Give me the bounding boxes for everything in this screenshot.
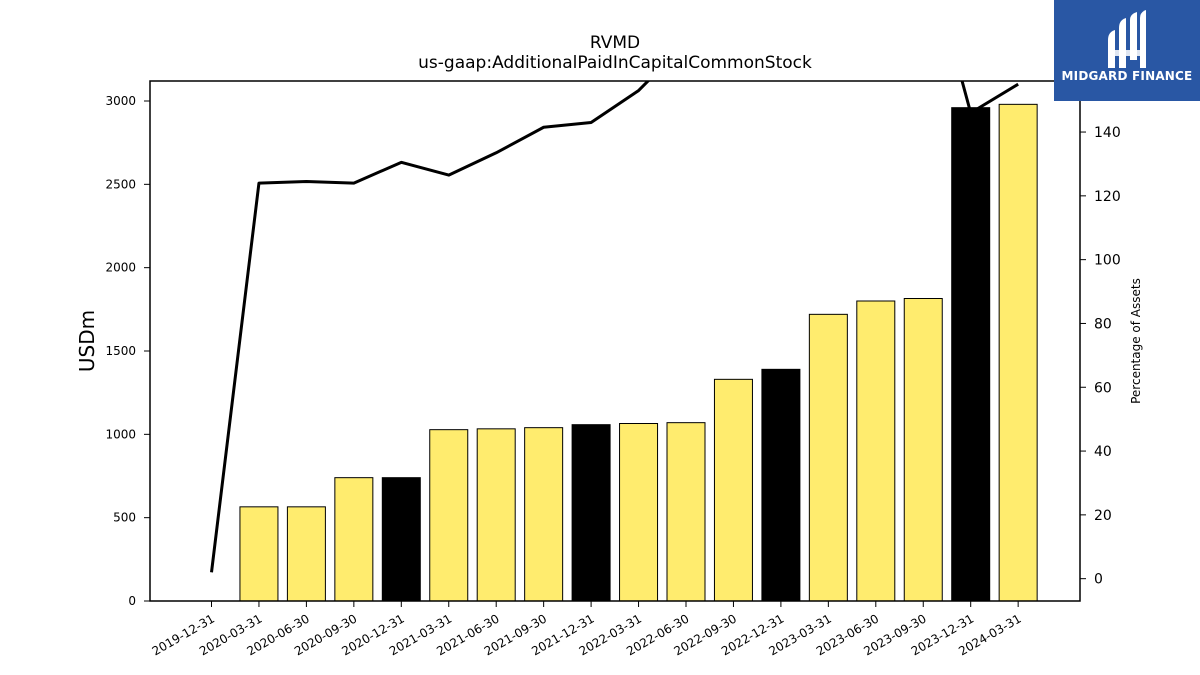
chart-title: RVMD xyxy=(590,33,640,53)
y-axis-left: 0 500 1000 1500 2000 2500 3000 xyxy=(105,94,150,608)
bar xyxy=(476,428,516,602)
y-tick-label: 0 xyxy=(128,594,136,608)
y-tick-label: 500 xyxy=(113,511,136,525)
bar-series xyxy=(239,103,1038,602)
y2-tick-label: 120 xyxy=(1094,189,1121,205)
bar xyxy=(998,103,1038,602)
y-axis-label: USDm xyxy=(75,310,99,372)
chart-subtitle: us-gaap:AdditionalPaidInCapitalCommonSto… xyxy=(418,53,812,73)
bar xyxy=(619,423,659,602)
bar xyxy=(808,313,848,602)
y2-tick-label: 0 xyxy=(1094,572,1103,588)
bar xyxy=(429,429,469,602)
y-tick-label: 3000 xyxy=(105,94,136,108)
brand-name: MIDGARD FINANCE xyxy=(1061,69,1193,83)
y-tick-label: 2000 xyxy=(105,261,136,275)
y2-tick-label: 100 xyxy=(1094,253,1121,269)
bar xyxy=(856,300,896,602)
bar xyxy=(571,424,611,602)
y-tick-label: 1000 xyxy=(105,427,136,441)
y-tick-label: 2500 xyxy=(105,177,136,191)
bar xyxy=(286,506,326,602)
x-axis: 2019-12-312020-03-312020-06-302020-09-30… xyxy=(150,601,1024,658)
bar xyxy=(334,477,374,602)
bar xyxy=(903,298,943,602)
bar xyxy=(381,477,421,602)
bar xyxy=(239,506,279,602)
y2-tick-label: 20 xyxy=(1094,508,1112,524)
line-series xyxy=(210,81,1019,573)
line-path xyxy=(210,81,1019,573)
bar xyxy=(524,427,564,602)
bar xyxy=(951,107,991,602)
y-tick-label: 1500 xyxy=(105,344,136,358)
bar xyxy=(761,368,801,602)
brand-logo: MIDGARD FINANCE xyxy=(1054,0,1200,101)
y2-tick-label: 80 xyxy=(1094,316,1112,332)
y2-tick-label: 60 xyxy=(1094,380,1112,396)
bar xyxy=(666,422,706,602)
bar xyxy=(713,378,753,602)
y2-tick-label: 40 xyxy=(1094,444,1112,460)
plot-frame xyxy=(149,80,1081,602)
y2-tick-label: 140 xyxy=(1094,125,1121,141)
midgard-logo-icon xyxy=(1108,10,1146,68)
y2-axis-label: Percentage of Assets xyxy=(1129,278,1143,404)
y-axis-right: 0 20 40 60 80 100 120 140 xyxy=(1080,125,1121,588)
